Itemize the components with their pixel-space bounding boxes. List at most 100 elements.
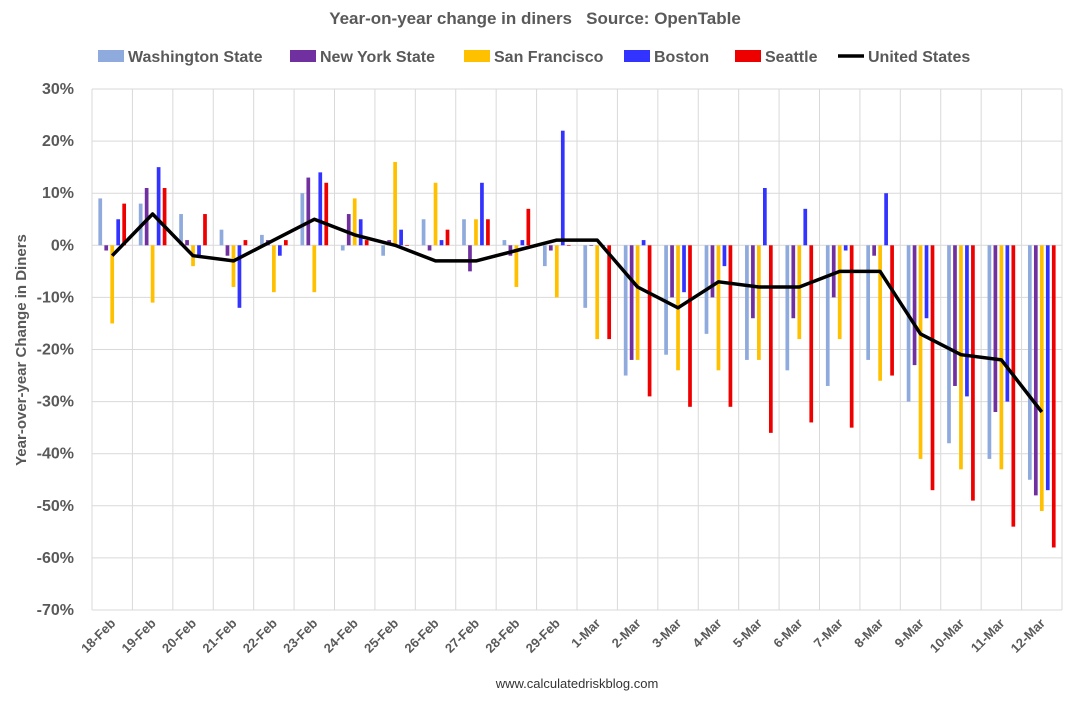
bar-washington-state bbox=[340, 245, 345, 251]
bar-new-york-state bbox=[306, 177, 311, 246]
bar-washington-state bbox=[260, 234, 264, 246]
bar-boston bbox=[520, 240, 525, 246]
bar-new-york-state bbox=[912, 245, 917, 366]
bar-washington-state bbox=[542, 245, 547, 267]
bar-new-york-state bbox=[185, 240, 189, 246]
bar-seattle bbox=[203, 214, 207, 246]
bar-seattle bbox=[364, 240, 369, 246]
bar-seattle bbox=[445, 229, 450, 246]
bar-boston bbox=[358, 219, 363, 246]
bar-new-york-state bbox=[468, 245, 472, 272]
chart-title: Year-on-year change in diners Source: Op… bbox=[329, 9, 741, 28]
bar-san-francisco bbox=[514, 245, 519, 287]
bar-seattle bbox=[607, 245, 612, 340]
bar-washington-state bbox=[583, 245, 588, 308]
bar-seattle bbox=[647, 245, 652, 397]
legend-swatch-san-francisco bbox=[464, 50, 490, 62]
bar-san-francisco bbox=[878, 245, 882, 381]
bar-new-york-state bbox=[670, 245, 674, 298]
bar-washington-state bbox=[179, 214, 183, 246]
bar-san-francisco bbox=[1039, 245, 1044, 512]
bar-boston bbox=[197, 245, 201, 256]
bar-san-francisco bbox=[272, 245, 276, 293]
bar-seattle bbox=[890, 245, 894, 376]
bar-seattle bbox=[1011, 245, 1016, 527]
y-tick-label: -50% bbox=[37, 498, 74, 515]
bar-seattle bbox=[283, 240, 288, 246]
y-axis-label: Year-over-year Change in Diners bbox=[13, 234, 30, 466]
bar-washington-state bbox=[947, 245, 951, 444]
y-axis-ticks: 30% 20% 10% 0% -10% -20% -30% -40% -50% -60% -70% bbox=[37, 81, 74, 619]
legend-swatch-new-york-state bbox=[290, 50, 316, 62]
bar-boston bbox=[439, 240, 444, 246]
bar-washington-state bbox=[906, 245, 911, 402]
bar-boston bbox=[924, 245, 929, 319]
bar-boston bbox=[763, 187, 767, 246]
bar-new-york-state bbox=[427, 245, 432, 251]
gridlines bbox=[91, 88, 1063, 611]
y-tick-label: -20% bbox=[37, 342, 74, 359]
bar-boston bbox=[803, 208, 808, 246]
bar-boston bbox=[1045, 245, 1050, 491]
bar-boston bbox=[318, 172, 323, 246]
bar-washington-state bbox=[623, 245, 628, 376]
bar-boston bbox=[480, 182, 484, 246]
bar-san-francisco bbox=[959, 245, 963, 470]
bar-new-york-state bbox=[710, 245, 715, 298]
bar-new-york-state bbox=[589, 245, 594, 246]
bar-boston bbox=[116, 219, 121, 246]
bar-new-york-state bbox=[1033, 245, 1038, 496]
bar-washington-state bbox=[1027, 245, 1032, 480]
bar-seattle bbox=[324, 182, 329, 246]
bar-washington-state bbox=[219, 229, 224, 246]
bar-boston bbox=[278, 245, 282, 256]
bar-washington-state bbox=[381, 245, 386, 256]
bar-san-francisco bbox=[716, 245, 721, 371]
bars-group bbox=[98, 130, 1056, 548]
legend-swatch-seattle bbox=[735, 50, 761, 62]
bar-seattle bbox=[486, 219, 490, 246]
y-tick-label: -30% bbox=[37, 394, 74, 411]
bar-boston bbox=[843, 245, 848, 251]
bar-washington-state bbox=[462, 219, 466, 246]
bar-boston bbox=[641, 240, 646, 246]
y-tick-label: -10% bbox=[37, 289, 74, 306]
bar-san-francisco bbox=[635, 245, 640, 360]
bar-san-francisco bbox=[837, 245, 842, 340]
legend-label-new-york-state: New York State bbox=[320, 49, 435, 66]
bar-new-york-state bbox=[629, 245, 634, 360]
bar-boston bbox=[682, 245, 686, 293]
bar-seattle bbox=[728, 245, 733, 407]
bar-washington-state bbox=[866, 245, 871, 360]
us-line-group bbox=[110, 212, 1044, 414]
line-united-states bbox=[110, 212, 1044, 414]
bar-boston bbox=[560, 130, 565, 246]
bar-new-york-state bbox=[548, 245, 553, 251]
y-tick-label: 20% bbox=[42, 133, 74, 150]
bar-new-york-state bbox=[346, 214, 351, 246]
bar-seattle bbox=[566, 245, 571, 246]
bar-washington-state bbox=[745, 245, 749, 360]
bar-san-francisco bbox=[554, 245, 559, 298]
bar-boston bbox=[722, 245, 727, 267]
source-note: www.calculatedriskblog.com bbox=[495, 676, 659, 691]
bar-san-francisco bbox=[918, 245, 923, 459]
bar-boston bbox=[1005, 245, 1010, 402]
bar-new-york-state bbox=[872, 245, 876, 256]
bar-new-york-state bbox=[104, 245, 109, 251]
y-tick-label: -60% bbox=[37, 550, 74, 567]
legend-swatch-boston bbox=[624, 50, 650, 62]
y-tick-label: 10% bbox=[42, 185, 74, 202]
bar-san-francisco bbox=[999, 245, 1004, 470]
legend: Washington State New York State San Franci… bbox=[98, 49, 970, 66]
legend-label-united-states: United States bbox=[868, 49, 970, 66]
legend-label-seattle: Seattle bbox=[765, 49, 818, 66]
bar-washington-state bbox=[825, 245, 830, 386]
bar-seattle bbox=[243, 240, 248, 246]
bar-washington-state bbox=[300, 193, 305, 246]
y-tick-label: -40% bbox=[37, 446, 74, 463]
bar-new-york-state bbox=[225, 245, 230, 256]
